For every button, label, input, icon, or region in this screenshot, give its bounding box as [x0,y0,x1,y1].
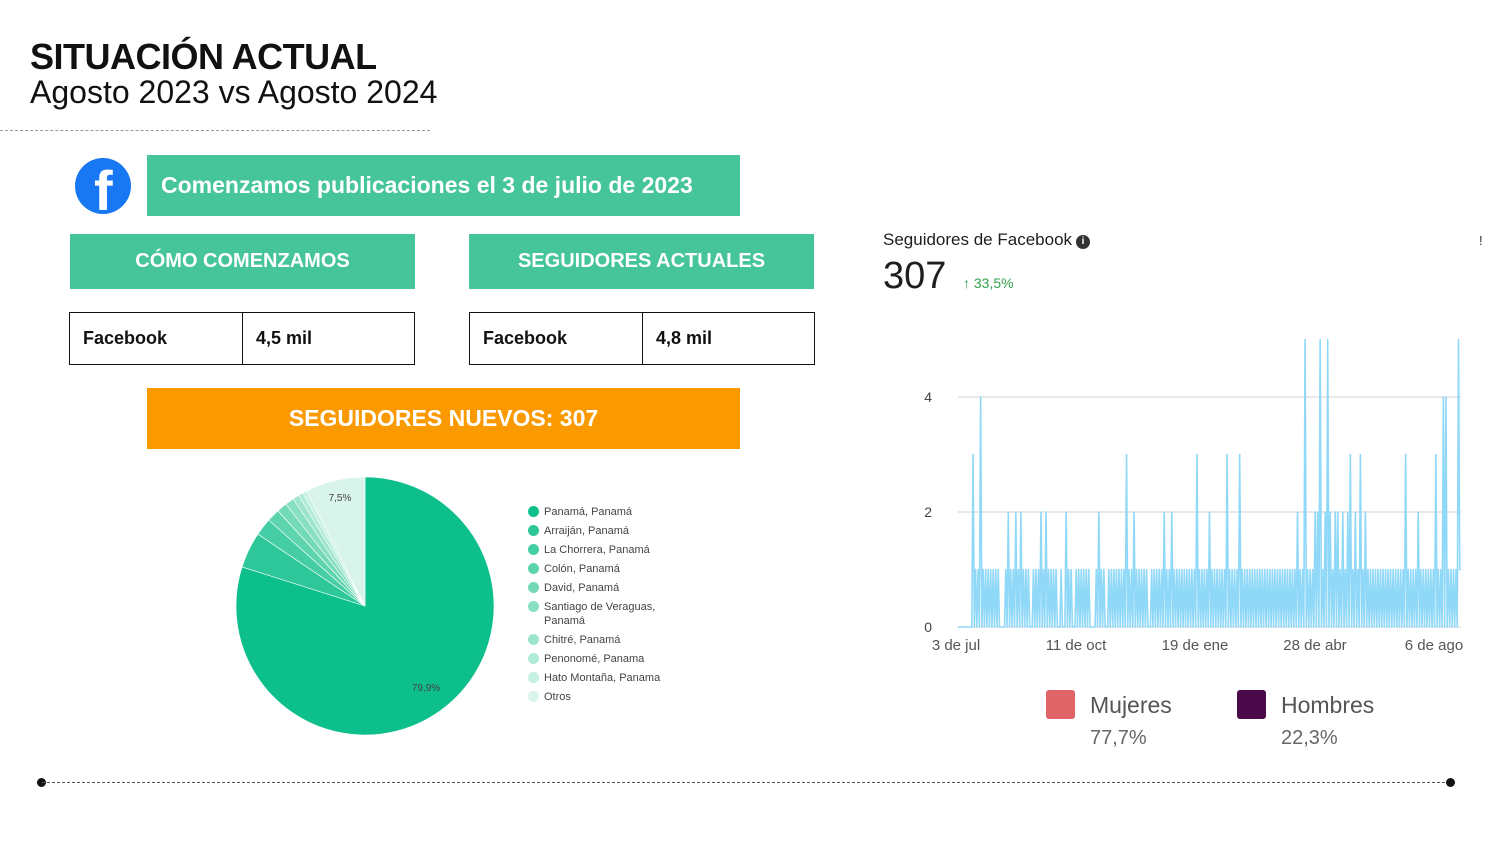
seguidores-actuales-header: SEGUIDORES ACTUALES [469,234,814,289]
men-label: Hombres [1281,692,1375,718]
legend-item: David, Panamá [528,581,678,595]
table-cell-platform: Facebook [70,313,243,364]
legend-item: Chitré, Panamá [528,633,678,647]
followers-series-line [958,338,1461,628]
legend-swatch [528,601,539,612]
legend-swatch [528,563,539,574]
fb-followers-delta: ↑ 33,5% [963,275,1014,291]
legend-label: Colón, Panamá [544,563,620,575]
x-tick-label: 19 de ene [1162,637,1229,654]
fb-followers-title-text: Seguidores de Facebook [883,230,1073,249]
legend-swatch [528,634,539,645]
legend-item: Hato Montaña, Panama [528,671,678,685]
bottom-divider [42,782,1450,783]
divider-dot-left [37,778,46,787]
como-comenzamos-header: CÓMO COMENZAMOS [70,234,415,289]
seguidores-actuales-table: Facebook 4,8 mil [469,312,815,365]
y-tick-label: 0 [924,619,932,635]
legend-swatch [528,672,539,683]
y-tick-label: 2 [924,504,932,520]
legend-swatch [528,525,539,536]
legend-item: La Chorrera, Panamá [528,543,678,557]
x-tick-label: 28 de abr [1283,637,1346,654]
legend-swatch [528,544,539,555]
legend-swatch [528,691,539,702]
y-tick-label: 4 [924,389,932,405]
men-value: 22,3% [1281,727,1338,749]
legend-label: Arraiján, Panamá [544,525,629,537]
pie-slice [306,476,366,607]
fb-followers-title: Seguidores de Facebook i [883,230,1091,250]
pie-data-label: 79,9% [412,683,440,694]
legend-label: David, Panamá [544,582,620,594]
legend-label: Panamá, Panamá [544,506,633,518]
table-cell-value: 4,8 mil [656,328,713,348]
followers-line-chart: 0 2 4 3 de jul 11 de oct 19 de ene 28 de abr 6 … [924,338,1463,654]
fb-followers-total: 307 [883,255,947,297]
legend-label: Penonomé, Panama [544,653,645,665]
table-cell-value: 4,5 mil [256,328,313,348]
info-icon[interactable]: i [1076,235,1091,249]
women-swatch [1046,690,1075,719]
legend-label: Hato Montaña, Panama [544,672,661,684]
women-value: 77,7% [1090,727,1147,749]
legend-item: Penonomé, Panama [528,652,678,666]
facebook-icon: f [75,158,131,214]
legend-item: Otros [528,690,678,704]
legend-item: Santiago de Veraguas, Panamá [528,600,678,628]
table-cell-platform: Facebook [470,313,643,364]
x-tick-label: 3 de jul [932,637,980,654]
legend-label: Otros [544,691,571,703]
page-title: SITUACIÓN ACTUAL [30,36,377,77]
edge-mark: ! [1479,233,1483,248]
women-label: Mujeres [1090,692,1172,718]
men-swatch [1237,690,1266,719]
como-comenzamos-table: Facebook 4,5 mil [69,312,415,365]
divider-dot-right [1446,778,1455,787]
legend-item: Colón, Panamá [528,562,678,576]
start-banner: Comenzamos publicaciones el 3 de julio d… [147,155,740,216]
new-followers-banner: SEGUIDORES NUEVOS: 307 [147,388,740,449]
legend-swatch [528,506,539,517]
legend-label: Santiago de Veraguas, Panamá [544,601,656,627]
x-tick-label: 6 de ago [1405,637,1463,654]
legend-label: Chitré, Panamá [544,634,621,646]
legend-swatch [528,582,539,593]
legend-item: Panamá, Panamá [528,505,678,519]
legend-item: Arraiján, Panamá [528,524,678,538]
pie-data-label: 7,5% [329,493,352,504]
x-tick-label: 11 de oct [1046,637,1107,654]
legend-label: La Chorrera, Panamá [544,544,650,556]
page-subtitle: Agosto 2023 vs Agosto 2024 [30,74,438,110]
city-pie-chart: 79,9% 7,5% [235,476,495,736]
top-divider [0,130,430,131]
legend-swatch [528,653,539,664]
pie-legend: Panamá, Panamá Arraiján, Panamá La Chorrer… [528,505,678,709]
